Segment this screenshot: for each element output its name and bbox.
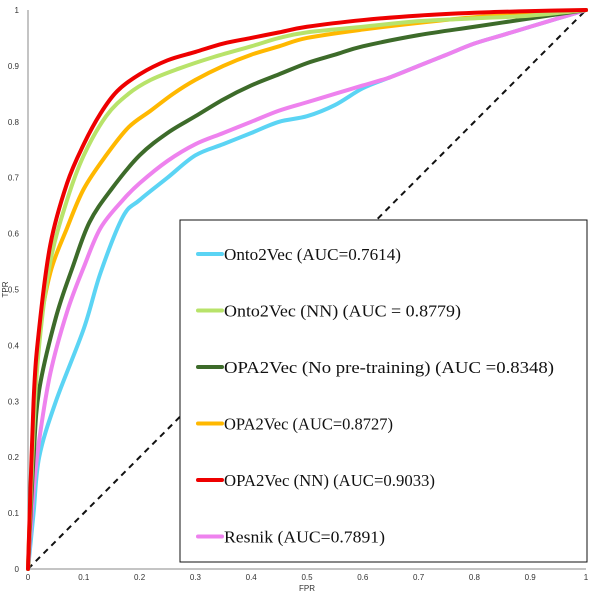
x-tick-label: 0.5 [301,573,313,582]
y-tick-label: 0.6 [8,230,20,239]
plot-area: 0 0.1 0.2 0.3 0.4 0.5 0.6 0.7 0.8 0.9 1 0 0.1 0.2 0.3… [1,6,589,593]
y-axis-title: TPR [1,281,10,297]
series-lines [26,8,588,571]
y-tick-label: 0.5 [8,286,20,295]
x-tick-label: 0.4 [246,573,258,582]
y-tick-label: 1 [15,6,20,15]
x-tick-label: 0.9 [525,573,537,582]
x-tick-label: 0.1 [78,573,90,582]
x-tick-label: 0.3 [190,573,202,582]
x-tick-label: 0.7 [413,573,425,582]
x-tick-label: 0.6 [357,573,369,582]
legend-label: Onto2Vec (AUC=0.7614) [224,245,401,264]
x-tick-label: 0.8 [469,573,481,582]
y-tick-label: 0.2 [8,453,20,462]
legend-label: Resnik (AUC=0.7891) [224,528,385,547]
y-tick-label: 0.8 [8,118,20,127]
y-tick-labels: 0 0.1 0.2 0.3 0.4 0.5 0.6 0.7 0.8 0.9 1 [8,6,20,574]
y-tick-label: 0.3 [8,397,20,406]
y-tick-label: 0 [15,565,20,574]
series-line [26,8,588,571]
x-tick-labels: 0 0.1 0.2 0.3 0.4 0.5 0.6 0.7 0.8 0.9 1 [26,573,589,582]
legend-label: Onto2Vec (NN) (AUC = 0.8779) [224,302,461,321]
x-tick-label: 0.2 [134,573,146,582]
y-tick-label: 0.4 [8,341,20,350]
x-tick-label: 1 [584,573,589,582]
series-line [26,8,588,571]
y-tick-label: 0.1 [8,509,20,518]
y-tick-label: 0.7 [8,174,20,183]
legend: Onto2Vec (AUC=0.7614) Onto2Vec (NN) (AUC … [179,219,588,563]
series-line [26,8,588,571]
legend-label: OPA2Vec (No pre-training) (AUC =0.8348) [224,358,554,377]
legend-label: OPA2Vec (NN) (AUC=0.9033) [224,471,435,490]
legend-items: Onto2Vec (AUC=0.7614) Onto2Vec (NN) (AUC … [196,245,554,547]
x-axis-title: FPR [299,584,315,593]
legend-box [179,219,588,563]
x-tick-label: 0 [26,573,31,582]
legend-label: OPA2Vec (AUC=0.8727) [224,415,393,434]
y-tick-label: 0.9 [8,62,20,71]
